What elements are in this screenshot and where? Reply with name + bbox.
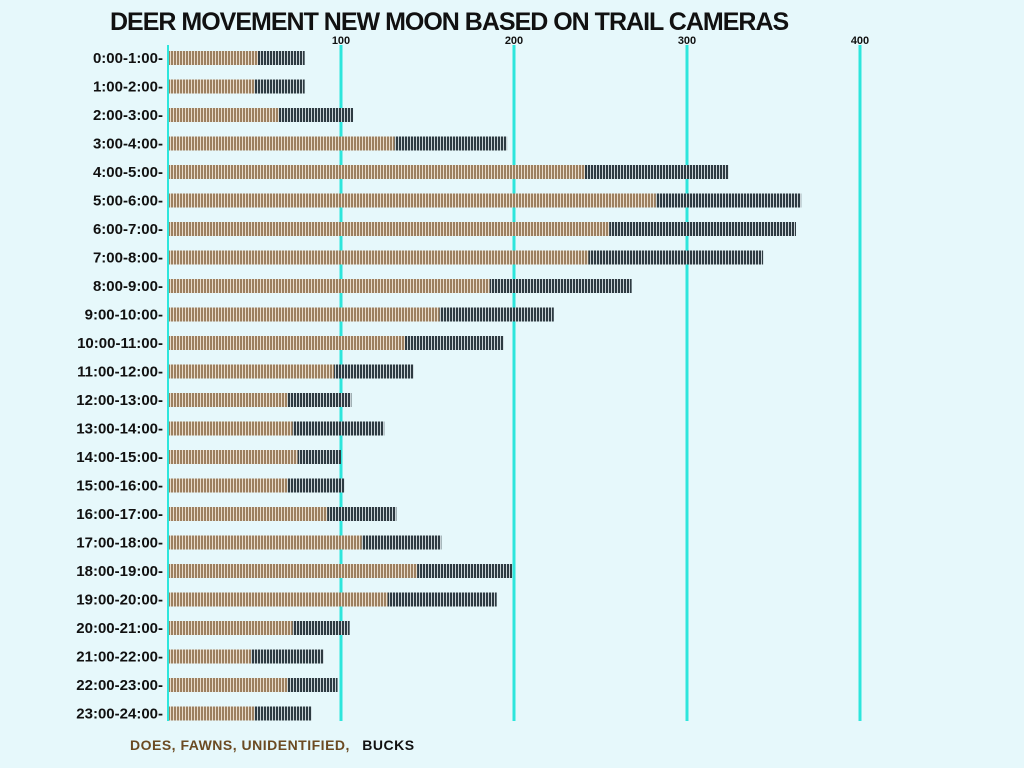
- category-label: 17:00-18:00-: [76, 535, 163, 552]
- bar-bucks: [405, 336, 504, 350]
- gridlines: [339, 45, 862, 721]
- category-label: 22:00-23:00-: [76, 677, 163, 694]
- bar-bucks: [292, 421, 385, 436]
- bar-bucks: [361, 535, 442, 550]
- category-label: 14:00-15:00-: [76, 449, 163, 466]
- bar-does: [168, 279, 490, 293]
- category-label: 20:00-21:00-: [76, 620, 163, 637]
- bar-bucks: [292, 621, 350, 635]
- bar-does: [168, 507, 328, 521]
- bar-bucks: [254, 79, 305, 94]
- category-label: 8:00-9:00-: [93, 278, 163, 295]
- category-label: 4:00-5:00-: [93, 164, 163, 181]
- bar-does: [168, 108, 279, 122]
- bar-does: [168, 649, 252, 664]
- bar-does: [168, 51, 258, 65]
- category-label: 3:00-4:00-: [93, 136, 163, 153]
- x-tick-label: 200: [505, 35, 523, 47]
- legend: DOES, FAWNS, UNIDENTIFIED, BUCKS: [130, 737, 415, 753]
- bar-bucks: [584, 165, 729, 179]
- category-label: 18:00-19:00-: [76, 563, 163, 580]
- category-label: 19:00-20:00-: [76, 592, 163, 609]
- category-label: 11:00-12:00-: [77, 364, 163, 381]
- bar-bucks: [327, 507, 397, 521]
- bar-does: [168, 592, 388, 607]
- legend-item-does: DOES, FAWNS, UNIDENTIFIED,: [130, 737, 350, 753]
- x-tick-labels: 100 200 300 400: [332, 35, 869, 47]
- category-label: 21:00-22:00-: [76, 649, 163, 666]
- bar-bucks: [287, 678, 338, 692]
- bar-bucks: [655, 193, 802, 208]
- bar-bucks: [287, 393, 352, 407]
- category-label: 7:00-8:00-: [93, 250, 163, 267]
- category-label: 1:00-2:00-: [93, 79, 163, 96]
- x-tick-label: 100: [332, 35, 350, 47]
- bars: [168, 51, 802, 721]
- bar-bucks: [394, 136, 508, 151]
- bar-does: [168, 336, 406, 350]
- bar-does: [168, 79, 255, 94]
- category-label: 0:00-1:00-: [93, 50, 163, 67]
- x-tick-label: 300: [678, 35, 696, 47]
- bar-bucks: [257, 51, 305, 65]
- bar-does: [168, 364, 335, 379]
- category-label: 2:00-3:00-: [93, 107, 163, 124]
- bar-does: [168, 478, 288, 493]
- bar-bucks: [609, 222, 796, 236]
- bar-does: [168, 165, 585, 179]
- bar-does: [168, 222, 610, 236]
- bar-does: [168, 393, 288, 407]
- bar-bucks: [278, 108, 354, 122]
- chart-title: DEER MOVEMENT NEW MOON BASED ON TRAIL CA…: [110, 8, 788, 36]
- bar-does: [168, 136, 395, 151]
- category-label: 10:00-11:00-: [77, 335, 163, 352]
- bar-does: [168, 678, 288, 692]
- bar-does: [168, 564, 418, 578]
- bar-does: [168, 250, 589, 265]
- x-tick-label: 400: [851, 35, 869, 47]
- bar-does: [168, 621, 293, 635]
- category-label: 13:00-14:00-: [76, 421, 163, 438]
- category-label: 15:00-16:00-: [76, 478, 163, 495]
- bar-bucks: [297, 450, 341, 464]
- category-label: 12:00-13:00-: [76, 392, 163, 409]
- bar-bucks: [287, 478, 345, 493]
- bar-does: [168, 307, 440, 322]
- bar-does: [168, 706, 255, 721]
- bar-bucks: [588, 250, 764, 265]
- bar-does: [168, 450, 298, 464]
- bar-bucks: [417, 564, 513, 578]
- category-label: 16:00-17:00-: [76, 506, 163, 523]
- bar-does: [168, 535, 362, 550]
- legend-item-bucks: BUCKS: [362, 737, 414, 753]
- bar-does: [168, 421, 293, 436]
- bar-bucks: [254, 706, 312, 721]
- bar-bucks: [334, 364, 414, 379]
- category-label: 6:00-7:00-: [93, 221, 163, 238]
- bar-bucks: [489, 279, 632, 293]
- bar-bucks: [251, 649, 324, 664]
- bar-bucks: [387, 592, 497, 607]
- category-label: 23:00-24:00-: [76, 706, 163, 723]
- bar-does: [168, 193, 656, 208]
- category-label: 9:00-10:00-: [85, 307, 163, 324]
- category-label: 5:00-6:00-: [93, 193, 163, 210]
- bar-bucks: [439, 307, 554, 322]
- category-labels: 0:00-1:00- 1:00-2:00- 2:00-3:00- 3:00-4:00-…: [76, 50, 163, 723]
